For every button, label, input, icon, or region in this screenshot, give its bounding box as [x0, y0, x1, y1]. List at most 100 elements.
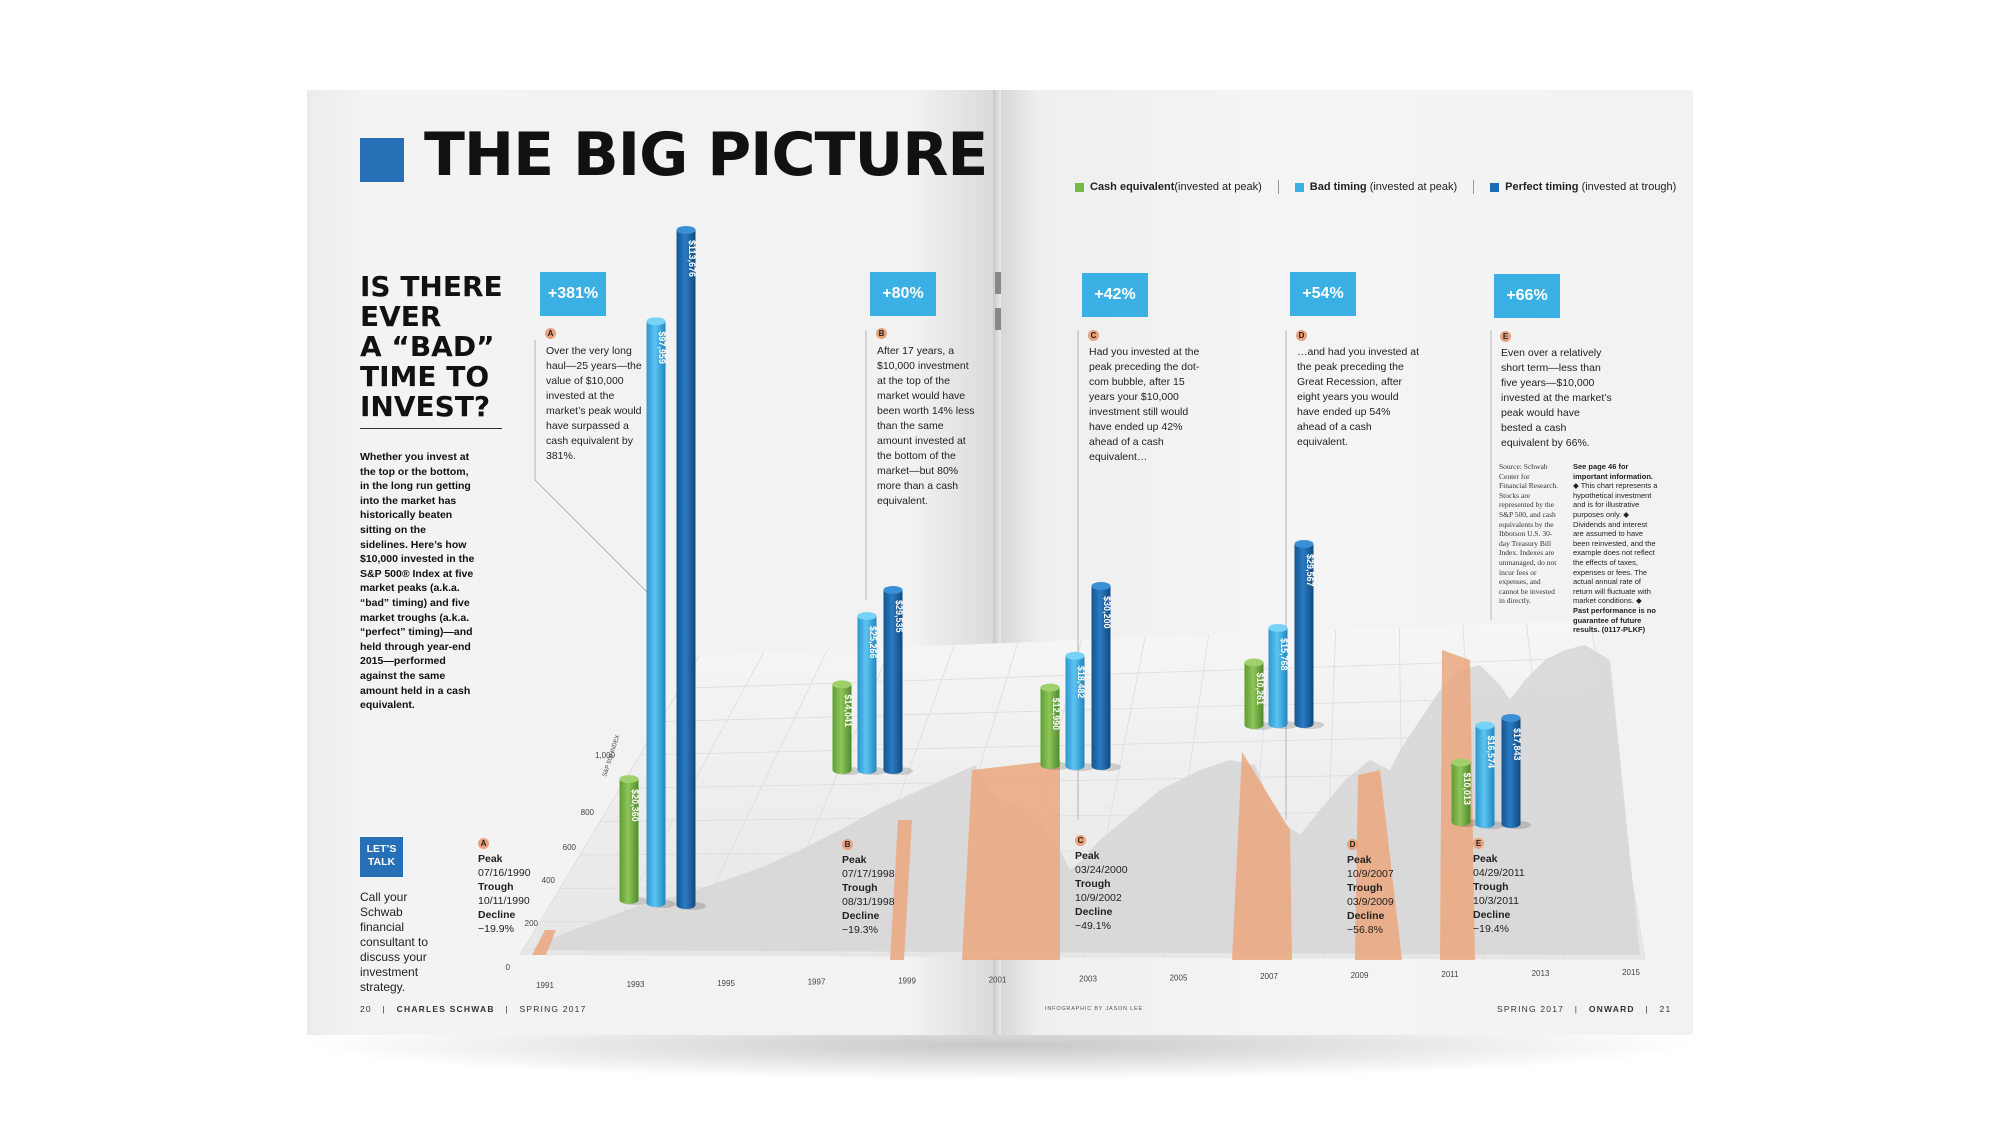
bar-cap [1268, 624, 1288, 633]
bar-cap [1294, 540, 1314, 548]
bar-body [832, 684, 852, 774]
trough-date: 03/9/2009 [1347, 896, 1394, 908]
desc-d: …and had you invested at the peak preced… [1297, 346, 1420, 448]
x-tick-label: 2015 [1622, 968, 1640, 977]
letter-b: B [876, 328, 887, 339]
bar-cylinder: $20,360 [619, 775, 649, 905]
peak-date: 03/24/2000 [1075, 864, 1128, 876]
right-footer: SPRING 2017 | ONWARD | 21 [1497, 1004, 1672, 1014]
binding-tab [995, 272, 1001, 294]
trough-date: 10/9/2002 [1075, 892, 1122, 904]
trough-label: Trough [842, 882, 878, 894]
decline-band [532, 930, 556, 955]
infographic-credit: INFOGRAPHIC BY JASON LEE [1045, 1006, 1143, 1012]
y-axis-ticks: 0 200 400 600 800 1,000 [506, 751, 616, 972]
letter-a-info: A [478, 838, 489, 849]
bar-cap [1501, 714, 1521, 722]
bar-body [1501, 718, 1521, 828]
issue-right: SPRING 2017 [1497, 1004, 1565, 1014]
bar-cylinder: $10,013 [1451, 758, 1481, 827]
decline-label: Decline [1347, 910, 1385, 922]
bar-value-label: $14,041 [843, 694, 853, 727]
bar-cap [883, 586, 903, 594]
y-tick-label: 0 [506, 963, 511, 972]
title-square [360, 138, 404, 182]
bar-cap [832, 680, 852, 689]
bar-cylinder: $16,574 [1475, 721, 1505, 829]
decline-value: −19.3% [842, 924, 878, 936]
x-tick-label: 2003 [1079, 974, 1097, 983]
bar-body [646, 321, 666, 907]
decline-label: Decline [1075, 906, 1113, 918]
bar-value-label: $113,676 [687, 240, 697, 277]
disclosure-bold-2: ◆ Past performance is no guarantee of fu… [1573, 596, 1656, 635]
bar-value-label: $29,535 [894, 600, 904, 633]
letter-a: A [545, 328, 556, 339]
legend-item-perfect: Perfect timing (invested at trough) [1490, 181, 1676, 193]
bar-body [1268, 628, 1288, 728]
trough-label: Trough [478, 881, 514, 893]
bar-cylinder: $14,041 [832, 680, 862, 775]
peak-label: Peak [1347, 854, 1372, 866]
x-tick-label: 2005 [1170, 973, 1188, 982]
peak-label: Peak [1075, 850, 1100, 862]
bar-cap [676, 226, 696, 234]
bar-value-label: $10,261 [1255, 673, 1265, 706]
bar-cap [1244, 658, 1264, 667]
x-tick-label: 1991 [536, 981, 554, 990]
legend-note: (invested at peak) [1174, 181, 1262, 193]
pct-badge-e: +66% [1494, 274, 1560, 318]
bar-cylinder: $18,482 [1065, 651, 1095, 771]
bar-value-label: $17,843 [1512, 728, 1522, 761]
left-footer: 20 | CHARLES SCHWAB | SPRING 2017 [360, 1004, 587, 1014]
legend-name: Perfect timing [1505, 181, 1579, 193]
peak-date: 10/9/2007 [1347, 868, 1394, 880]
decline-value: −56.8% [1347, 924, 1383, 936]
legend-swatch [1075, 182, 1084, 192]
trough-label: Trough [1473, 881, 1509, 893]
bar-value-label: $10,013 [1462, 773, 1472, 806]
leader-line [534, 340, 656, 601]
trough-date: 10/3/2011 [1473, 895, 1519, 907]
bar-value-label: $20,360 [630, 789, 640, 822]
desc-e: Even over a relatively short term—less t… [1501, 347, 1612, 449]
lets-talk-text: Call your Schwab financial consultant to… [360, 890, 429, 994]
bar-value-label: $12,990 [1051, 698, 1061, 731]
bar-body [1065, 655, 1085, 770]
letter-b-info: B [842, 839, 853, 850]
bar-value-label: $97,959 [657, 331, 667, 364]
peak-label: Peak [1473, 853, 1498, 865]
desc-a: Over the very long haul—25 years—the val… [546, 345, 642, 462]
bar-value-label: $25,266 [868, 626, 878, 659]
x-tick-label: 2009 [1351, 971, 1369, 980]
legend-swatch [1294, 182, 1304, 192]
x-tick-label: 2011 [1441, 970, 1459, 979]
question-line: TIME TO [360, 360, 490, 393]
pct-badge-b: +80% [870, 272, 936, 316]
y-tick-label: 800 [581, 808, 595, 817]
page-title: THE BIG PICTURE [424, 120, 988, 190]
trough-label: Trough [1347, 882, 1383, 894]
letter-d-info: D [1347, 839, 1358, 850]
legend-separator [1473, 180, 1475, 194]
x-axis-ticks: 1991 1993 1995 1997 1999 2001 2003 2005 2007 2009… [536, 968, 1640, 990]
desc-b: After 17 years, a $10,000 investment at … [877, 345, 975, 507]
decline-value: −19.4% [1473, 923, 1509, 935]
legend-name: Bad timing [1309, 181, 1367, 193]
disclosure-note: See page 46 for important information. ◆… [1573, 462, 1659, 635]
trough-date: 08/31/1998 [842, 896, 895, 908]
y-tick-label: 1,000 [595, 751, 616, 760]
x-tick-label: 2013 [1532, 969, 1550, 978]
bar-cylinder: $30,200 [1091, 582, 1121, 771]
letter-e-info: E [1473, 838, 1484, 849]
lets-talk-badge: LET’S TALK [360, 837, 403, 877]
bar-cap [1475, 721, 1495, 730]
decline-band [1355, 770, 1402, 960]
decline-value: −49.1% [1075, 920, 1111, 932]
question-line: INVEST? [360, 390, 491, 423]
bar-cap [646, 317, 666, 326]
bar-body [1040, 687, 1060, 769]
bar-cap [619, 775, 639, 784]
bar-body [676, 230, 696, 909]
